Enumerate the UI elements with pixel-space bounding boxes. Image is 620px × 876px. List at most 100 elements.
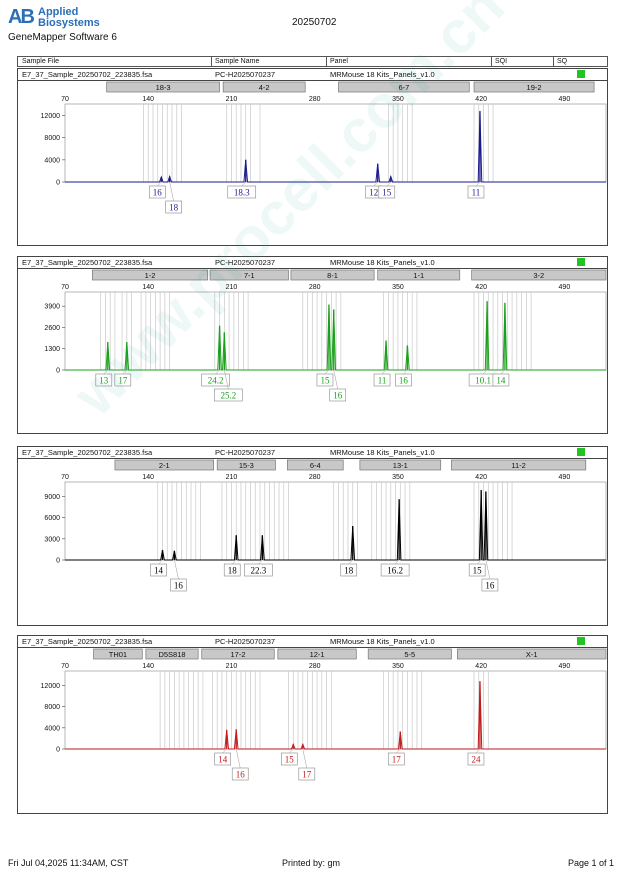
- marker-8-1[interactable]: 8-1: [290, 269, 375, 281]
- allele-call[interactable]: 12: [365, 181, 383, 199]
- allele-call[interactable]: 18: [223, 559, 241, 577]
- col-sq: SQ: [557, 58, 568, 65]
- marker-label: 12-1: [310, 650, 325, 659]
- allele-call[interactable]: 18.3: [227, 181, 257, 199]
- y-tick-label: 12000: [41, 113, 61, 120]
- marker-6-7[interactable]: 6-7: [338, 81, 470, 93]
- marker-label: 4-2: [259, 83, 270, 92]
- allele-call[interactable]: 16: [231, 748, 249, 781]
- marker-1-1[interactable]: 1-1: [377, 269, 461, 281]
- col-sample-name: Sample Name: [215, 58, 260, 65]
- marker-13-1[interactable]: 13-1: [359, 459, 442, 471]
- marker-5-5[interactable]: 5-5: [367, 648, 452, 660]
- marker-11-2[interactable]: 11-2: [451, 459, 587, 471]
- col-sqi: SQI: [495, 58, 508, 65]
- marker-2-1[interactable]: 2-1: [114, 459, 214, 471]
- allele-label: 24: [471, 755, 481, 765]
- x-tick-label: 210: [226, 96, 238, 103]
- marker-label: D5S818: [158, 650, 185, 659]
- marker-1-2[interactable]: 1-2: [91, 269, 209, 281]
- panel-name: MRMouse 18 Kits_Panels_v1.0: [330, 637, 435, 646]
- allele-call[interactable]: 24.2: [201, 369, 230, 387]
- allele-call[interactable]: 25.2: [214, 369, 243, 402]
- x-tick-label: 210: [226, 663, 238, 670]
- marker-label: 5-5: [404, 650, 415, 659]
- x-tick-label: 210: [226, 474, 238, 481]
- allele-label: 16: [153, 188, 163, 198]
- allele-call[interactable]: 15: [280, 748, 298, 766]
- x-tick-label: 420: [475, 284, 487, 291]
- print-timestamp: Fri Jul 04,2025 11:34AM, CST: [8, 858, 129, 868]
- marker-X-1[interactable]: X-1: [457, 648, 607, 660]
- allele-call[interactable]: 16: [170, 559, 187, 592]
- marker-3-2[interactable]: 3-2: [471, 269, 607, 281]
- marker-label: 19-2: [527, 83, 542, 92]
- allele-call[interactable]: 16.2: [380, 559, 410, 577]
- red-channel-panel: E7_37_Sample_20250702_223835.fsa PC-H2025…: [17, 635, 608, 814]
- signal-trace: [65, 681, 606, 750]
- allele-label: 15: [285, 755, 295, 765]
- x-tick-label: 70: [61, 96, 69, 103]
- green-channel-panel: E7_37_Sample_20250702_223835.fsa PC-H2025…: [17, 256, 608, 434]
- allele-call[interactable]: 17: [298, 748, 316, 781]
- marker-TH01[interactable]: TH01: [93, 648, 143, 660]
- allele-call[interactable]: 17: [114, 369, 132, 387]
- x-tick-label: 140: [142, 284, 154, 291]
- marker-18-3[interactable]: 18-3: [106, 81, 220, 93]
- x-tick-label: 350: [392, 284, 404, 291]
- x-tick-label: 70: [61, 474, 69, 481]
- x-tick-label: 140: [142, 474, 154, 481]
- allele-call[interactable]: 15: [316, 369, 334, 387]
- sq-quality-indicator: [577, 448, 585, 456]
- x-tick-label: 70: [61, 284, 69, 291]
- marker-D5S818[interactable]: D5S818: [145, 648, 199, 660]
- signal-trace: [65, 490, 606, 561]
- allele-call[interactable]: 24: [467, 748, 485, 766]
- electropherogram-green: 1-2 7-1 8-1 1-1 3-2 70 140 210 280 350 420 490 0 1300…: [44, 269, 607, 402]
- allele-call[interactable]: 18: [340, 559, 358, 577]
- marker-label: 1-2: [145, 271, 156, 280]
- y-tick-label: 9000: [44, 494, 60, 501]
- marker-label: 6-7: [398, 83, 409, 92]
- allele-label: 14: [154, 566, 164, 576]
- allele-call[interactable]: 15: [468, 559, 486, 577]
- allele-call[interactable]: 11: [467, 181, 485, 199]
- allele-call[interactable]: 11: [373, 369, 391, 387]
- y-tick-label: 3000: [44, 536, 60, 543]
- allele-call[interactable]: 14: [492, 369, 510, 387]
- x-tick-label: 490: [559, 96, 571, 103]
- sample-file: E7_37_Sample_20250702_223835.fsa: [22, 258, 153, 267]
- allele-call[interactable]: 16: [395, 369, 412, 387]
- marker-label: TH01: [109, 650, 127, 659]
- applied-biosystems-logo: AB Applied Biosystems: [8, 6, 138, 40]
- allele-label: 14: [218, 755, 228, 765]
- marker-12-1[interactable]: 12-1: [277, 648, 357, 660]
- plot-frame: [64, 481, 607, 561]
- x-tick-label: 280: [309, 474, 321, 481]
- marker-4-2[interactable]: 4-2: [222, 81, 306, 93]
- x-tick-label: 420: [475, 663, 487, 670]
- allele-label: 13: [99, 376, 109, 386]
- marker-15-3[interactable]: 15-3: [216, 459, 276, 471]
- marker-7-1[interactable]: 7-1: [209, 269, 289, 281]
- x-tick-label: 140: [142, 96, 154, 103]
- allele-call[interactable]: 13: [95, 369, 113, 387]
- allele-call[interactable]: 17: [388, 748, 405, 766]
- marker-label: 15-3: [239, 461, 254, 470]
- allele-call[interactable]: 22.3: [244, 559, 273, 577]
- allele-call[interactable]: 18: [165, 181, 182, 214]
- x-tick-label: 280: [309, 96, 321, 103]
- marker-label: 13-1: [393, 461, 408, 470]
- marker-label: 18-3: [156, 83, 171, 92]
- allele-call[interactable]: 16: [149, 181, 166, 199]
- allele-label: 11: [378, 376, 387, 386]
- allele-call[interactable]: 14: [214, 748, 232, 766]
- marker-19-2[interactable]: 19-2: [473, 81, 595, 93]
- marker-6-4[interactable]: 6-4: [286, 459, 344, 471]
- y-tick-label: 3900: [44, 304, 60, 311]
- allele-call[interactable]: 14: [150, 559, 167, 577]
- allele-call[interactable]: 15: [378, 181, 396, 199]
- allele-call[interactable]: 16: [329, 369, 347, 402]
- allele-call[interactable]: 16: [481, 559, 499, 592]
- marker-17-2[interactable]: 17-2: [201, 648, 275, 660]
